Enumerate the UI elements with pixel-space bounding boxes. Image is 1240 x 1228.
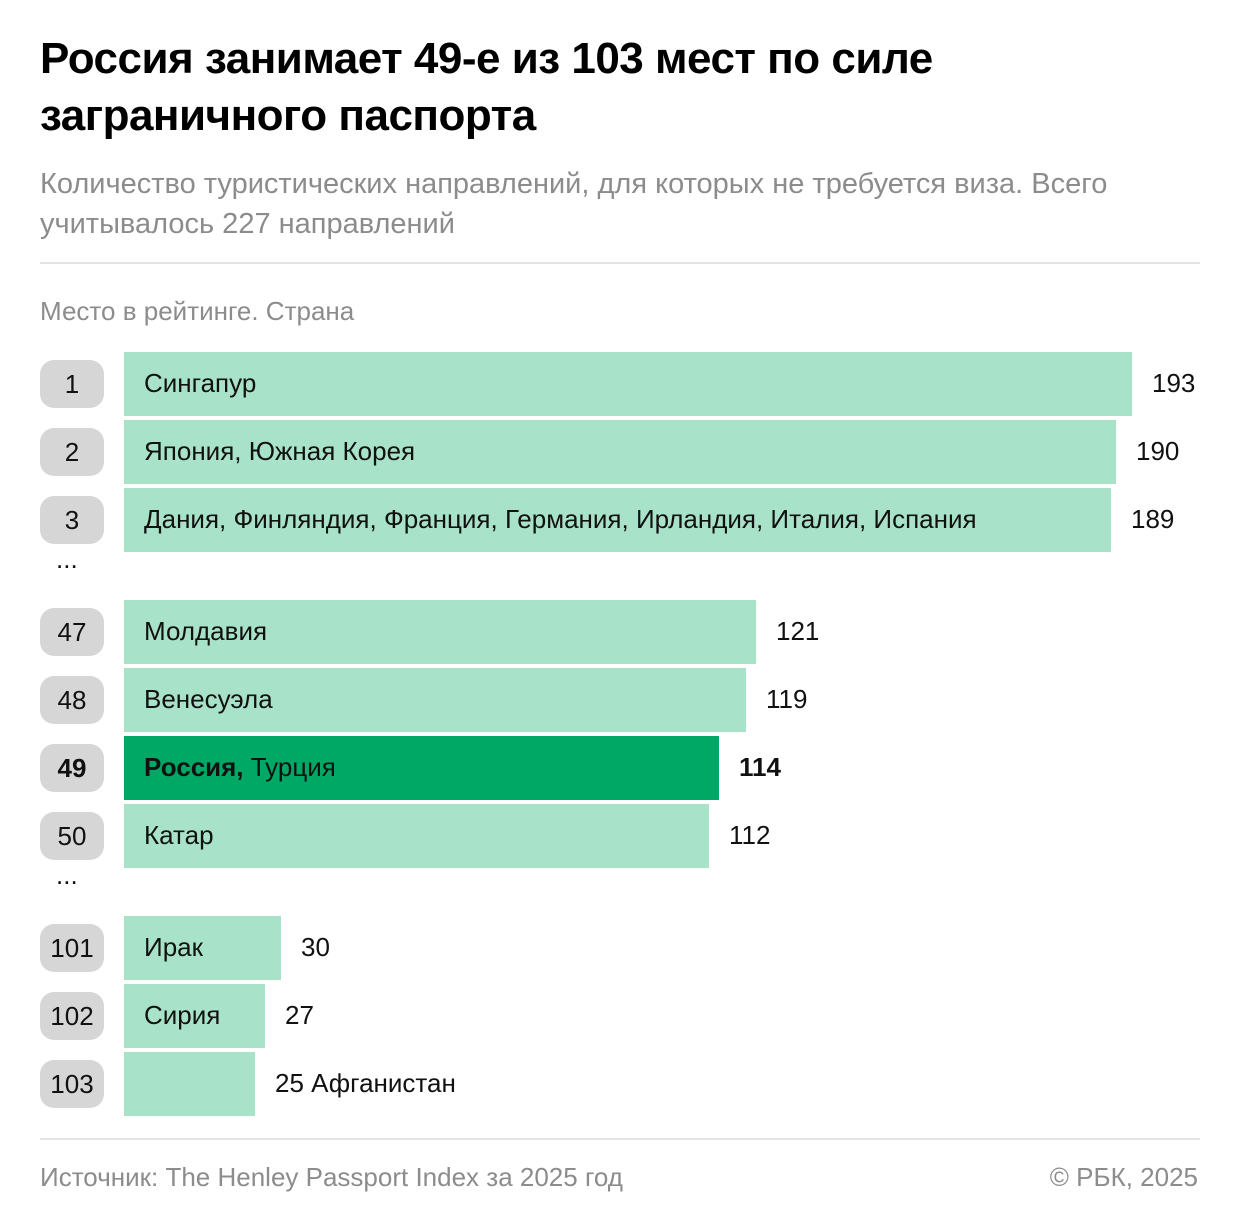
country-label: Россия, Турция bbox=[144, 752, 336, 783]
country-label-text: Дания, Финляндия, Франция, Германия, Ирл… bbox=[144, 504, 977, 534]
rank-badge: 49 bbox=[40, 744, 104, 792]
rank-badge: 48 bbox=[40, 676, 104, 724]
bar bbox=[124, 804, 709, 868]
value-label: 119 bbox=[766, 684, 807, 715]
country-label: Катар bbox=[144, 820, 214, 851]
bar bbox=[124, 1052, 255, 1116]
country-label-text: Ирак bbox=[144, 932, 203, 962]
value-label: 112 bbox=[729, 820, 770, 851]
rank-badge: 101 bbox=[40, 924, 104, 972]
value-number: 27 bbox=[285, 1000, 314, 1030]
country-label-bold: Россия, bbox=[144, 752, 244, 782]
country-label: Ирак bbox=[144, 932, 203, 963]
chart-title: Россия занимает 49-е из 103 мест по силе… bbox=[40, 34, 933, 140]
bar bbox=[124, 736, 719, 800]
value-number: 112 bbox=[729, 820, 771, 850]
row-gap-ellipsis: ... bbox=[56, 544, 78, 574]
value-number: 121 bbox=[776, 616, 820, 646]
country-label-text: Венесуэла bbox=[144, 684, 273, 714]
bar bbox=[124, 600, 756, 664]
country-label-text: Сингапур bbox=[144, 368, 257, 398]
value-number: 190 bbox=[1136, 436, 1180, 466]
value-label: 121 bbox=[776, 616, 819, 647]
value-label: 27 bbox=[285, 1000, 314, 1031]
bar bbox=[124, 420, 1116, 484]
bottom-divider bbox=[40, 1138, 1200, 1140]
value-number: 114 bbox=[739, 752, 781, 782]
rank-badge: 2 bbox=[40, 428, 104, 476]
value-number: 25 bbox=[275, 1068, 304, 1098]
country-label: Япония, Южная Корея bbox=[144, 436, 415, 467]
value-label: 30 bbox=[301, 932, 330, 963]
value-number: 189 bbox=[1131, 504, 1175, 534]
rank-badge: 3 bbox=[40, 496, 104, 544]
rank-badge: 50 bbox=[40, 812, 104, 860]
bar bbox=[124, 916, 281, 980]
bar bbox=[124, 352, 1132, 416]
country-label-text: Сирия bbox=[144, 1000, 221, 1030]
value-label: 114 bbox=[739, 752, 781, 783]
country-label: Сирия bbox=[144, 1000, 220, 1031]
value-number: 30 bbox=[301, 932, 330, 962]
value-number: 193 bbox=[1152, 368, 1196, 398]
country-label-text: Молдавия bbox=[144, 616, 268, 646]
country-label: Сингапур bbox=[144, 368, 256, 399]
country-label-text: Япония, Южная Корея bbox=[144, 436, 416, 466]
country-label: Афганистан bbox=[311, 1068, 456, 1098]
value-label: 25 Афганистан bbox=[275, 1068, 456, 1099]
value-label: 190 bbox=[1136, 436, 1179, 467]
bar bbox=[124, 668, 746, 732]
rank-badge: 1 bbox=[40, 360, 104, 408]
rank-badge: 47 bbox=[40, 608, 104, 656]
value-number: 119 bbox=[766, 684, 808, 714]
rank-badge: 102 bbox=[40, 992, 104, 1040]
value-label: 189 bbox=[1131, 504, 1174, 535]
top-divider bbox=[40, 262, 1200, 264]
bar bbox=[124, 488, 1111, 552]
country-label: Дания, Финляндия, Франция, Германия, Ирл… bbox=[144, 504, 977, 535]
axis-caption: Место в рейтинге. Страна bbox=[40, 296, 355, 326]
copyright-note: © РБК, 2025 bbox=[1049, 1162, 1198, 1192]
country-label-text: Катар bbox=[144, 820, 214, 850]
source-note: Источник: The Henley Passport Index за 2… bbox=[40, 1162, 623, 1192]
value-label: 193 bbox=[1152, 368, 1195, 399]
country-label: Венесуэла bbox=[144, 684, 273, 715]
rank-badge: 103 bbox=[40, 1060, 104, 1108]
bar bbox=[124, 984, 265, 1048]
country-label: Молдавия bbox=[144, 616, 267, 647]
row-gap-ellipsis: ... bbox=[56, 860, 78, 890]
chart-subtitle: Количество туристических направлений, дл… bbox=[40, 168, 1108, 240]
country-label-text: Турция bbox=[243, 752, 336, 782]
